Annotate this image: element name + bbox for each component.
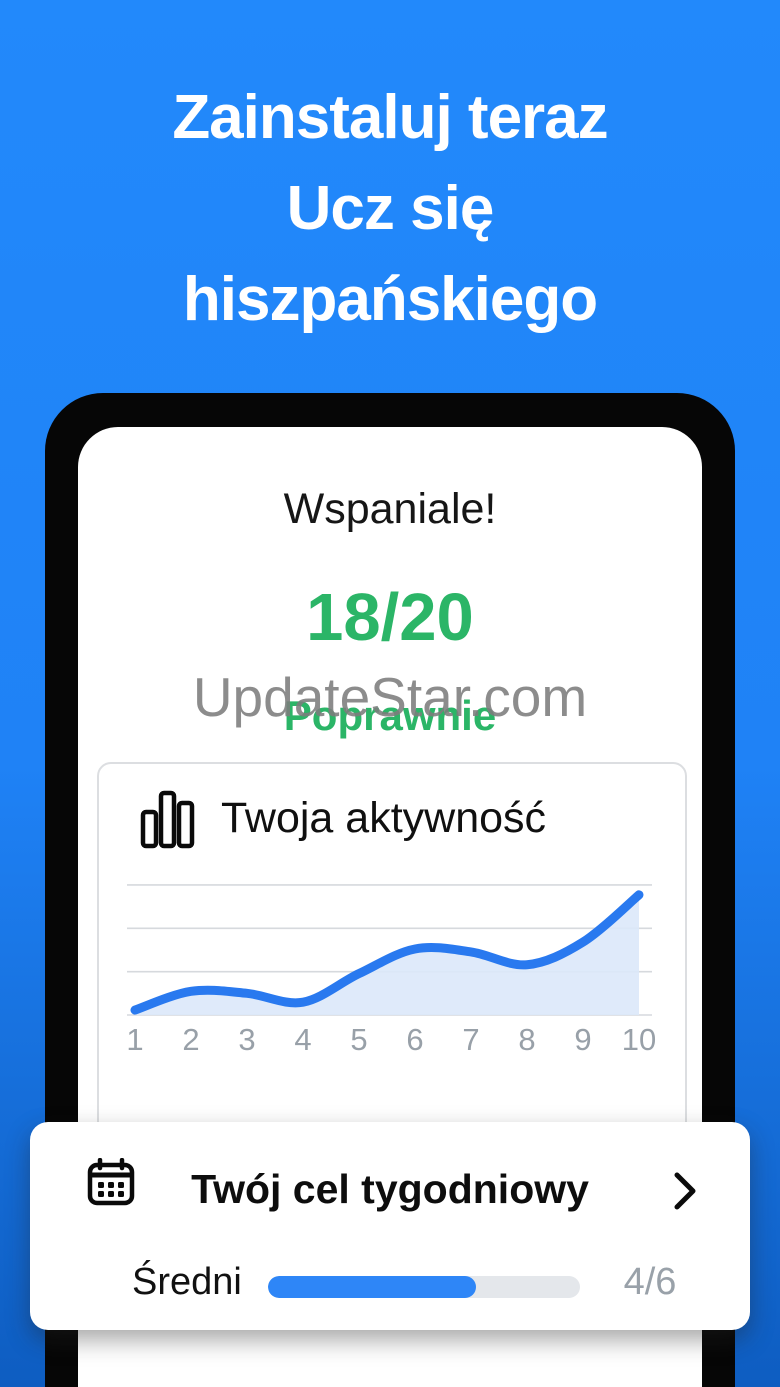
x-tick-label: 2 (182, 1022, 200, 1057)
x-tick-label: 6 (406, 1022, 424, 1057)
weekly-goal-card[interactable]: Twój cel tygodniowy Średni 4/6 (30, 1122, 750, 1330)
x-tick-label: 1 (126, 1022, 144, 1057)
calendar-icon (87, 1158, 135, 1206)
x-tick-label: 3 (238, 1022, 256, 1057)
phone-screen: Wspaniale! 18/20 UpdateStar.com Poprawni… (78, 427, 702, 1387)
x-tick-label: 9 (574, 1022, 592, 1057)
bar-chart-icon (140, 790, 195, 849)
result-title: Wspaniale! (283, 485, 497, 533)
x-tick-label: 7 (462, 1022, 480, 1057)
goal-progress-count: 4/6 (623, 1261, 677, 1303)
x-tick-label: 10 (621, 1022, 657, 1057)
x-tick-label: 5 (350, 1022, 368, 1057)
headline-line-2: Ucz się (286, 174, 495, 243)
x-tick-label: 4 (294, 1022, 312, 1057)
promo-headline: Zainstaluj teraz Ucz się hiszpańskiego (0, 72, 780, 345)
headline-line-1: Zainstaluj teraz (172, 83, 608, 152)
headline-line-3: hiszpańskiego (182, 265, 598, 334)
activity-card: Twoja aktywność 1 2 3 4 5 6 7 8 9 10 (97, 762, 687, 1148)
goal-progress-bar (268, 1276, 580, 1298)
chart-x-axis-labels: 1 2 3 4 5 6 7 8 9 10 (126, 1022, 656, 1062)
watermark-text: UpdateStar.com (192, 666, 588, 728)
chevron-right-icon[interactable] (672, 1170, 698, 1212)
result-caption: Poprawnie (283, 692, 497, 739)
score-value: 18/20 (306, 580, 474, 655)
goal-progress-fill (268, 1276, 477, 1298)
goal-level-label: Średni (132, 1261, 242, 1303)
activity-card-title: Twoja aktywność (221, 794, 547, 842)
weekly-goal-title: Twój cel tygodniowy (191, 1166, 589, 1212)
phone-mockup-frame: Wspaniale! 18/20 UpdateStar.com Poprawni… (45, 393, 735, 1387)
activity-area-chart (127, 884, 652, 1016)
x-tick-label: 8 (518, 1022, 536, 1057)
